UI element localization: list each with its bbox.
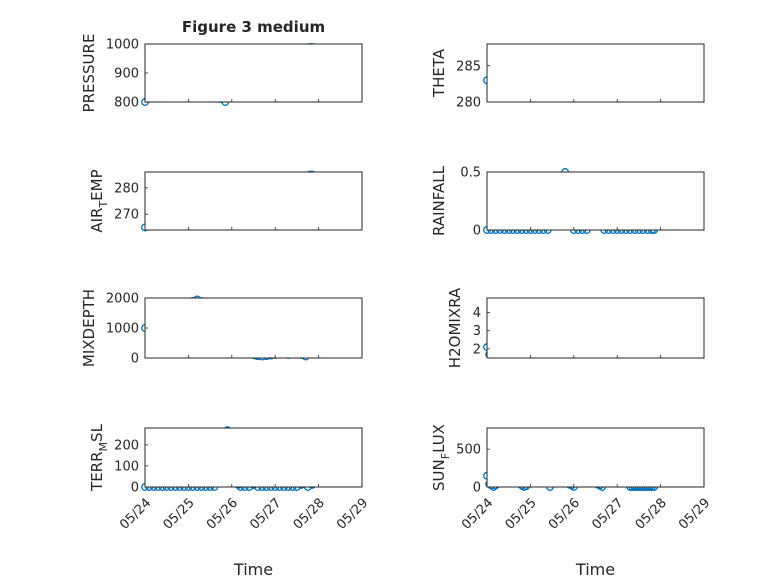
y-tick-label: 0 (131, 352, 139, 367)
y-axis-label-subscript: T (97, 201, 110, 209)
panel-terr_msl: 0 100 200 05/24 05/25 05/26 05/27 05/28 05/29 Tim… (88, 423, 371, 579)
panel-sun_flux: 0 500 05/24 05/25 05/26 05/27 05/28 05/29 Time SU… (430, 424, 713, 579)
x-tick-label: 05/26 (204, 496, 241, 533)
x-tick-label: 05/25 (161, 496, 198, 533)
x-tick-label: 05/27 (589, 496, 626, 533)
panel-air_temp: 270 280 AIRTEMP (88, 169, 363, 233)
axes-box (144, 427, 363, 488)
y-axis-label-main: SUN (430, 459, 448, 491)
y-axis-label-main: H2OMIXRA (446, 287, 464, 368)
panel-rainfall: 0 0.5 RAINFALL (430, 165, 705, 239)
y-axis-label-rest: LUX (430, 424, 448, 453)
y-axis-label-subscript: M (97, 442, 110, 452)
axes-box (144, 43, 363, 103)
panel-theta: 280 285 THETA (430, 43, 705, 111)
x-tick-label: 05/28 (633, 496, 670, 533)
y-axis-label-main: PRESSURE (80, 34, 98, 113)
y-axis-label-rest: SL (88, 423, 106, 442)
axes-box (144, 297, 363, 359)
x-tick-label: 05/24 (459, 496, 496, 533)
y-tick-label: 285 (456, 59, 481, 74)
y-tick-label: 900 (114, 67, 139, 82)
y-axis-label-main: THETA (430, 48, 448, 98)
panel-pressure: 800 900 1000 PRESSURE Figure 3 medium (80, 18, 363, 113)
axes-box (486, 427, 705, 488)
y-tick-label: 100 (114, 459, 139, 474)
y-axis-label-main: TERR (88, 451, 106, 492)
axes-box (144, 171, 363, 231)
y-tick-label: 500 (456, 443, 481, 458)
x-tick-label: 05/26 (546, 496, 583, 533)
x-tick-label: 05/29 (334, 496, 371, 533)
y-axis-label: AIRTEMP (88, 169, 110, 232)
axes-box (486, 43, 705, 103)
y-tick-label: 1000 (106, 322, 139, 337)
x-axis-label: Time (575, 560, 615, 579)
x-tick-label: 05/27 (247, 496, 284, 533)
y-axis-label: SUNFLUX (430, 424, 452, 491)
y-axis-label: PRESSURE (80, 34, 98, 113)
y-axis-label: RAINFALL (430, 165, 448, 236)
x-tick-label: 05/25 (503, 496, 540, 533)
panel-mixdepth: 0 1000 2000 MIXDEPTH (80, 289, 363, 367)
y-tick-label: 0 (473, 224, 481, 239)
figure-title: Figure 3 medium (182, 18, 325, 36)
y-tick-label: 2 (473, 342, 481, 357)
axes-box (486, 297, 705, 359)
y-axis-label-main: RAINFALL (430, 165, 448, 236)
y-axis-label-subscript: F (439, 453, 452, 459)
y-axis-label-main: AIR (88, 208, 106, 233)
y-tick-label: 280 (114, 181, 139, 196)
y-tick-label: 0 (131, 481, 139, 496)
y-tick-label: 0.5 (460, 166, 481, 181)
x-axis-label: Time (233, 560, 273, 579)
x-tick-label: 05/28 (291, 496, 328, 533)
x-tick-label: 05/29 (676, 496, 713, 533)
x-tick-label: 05/24 (117, 496, 154, 533)
axes-box (486, 171, 705, 231)
y-axis-label: TERRMSL (88, 423, 110, 492)
y-tick-label: 270 (114, 208, 139, 223)
y-axis-label: MIXDEPTH (80, 289, 98, 367)
y-axis-label-main: MIXDEPTH (80, 289, 98, 367)
y-axis-label-rest: EMP (88, 169, 106, 200)
y-tick-label: 2000 (106, 292, 139, 307)
y-axis-label: THETA (430, 48, 448, 98)
y-axis-label: H2OMIXRA (446, 287, 464, 368)
y-tick-label: 800 (114, 96, 139, 111)
panel-h2omixra: 2 3 4 H2OMIXRA (446, 287, 705, 368)
y-tick-label: 3 (473, 324, 481, 339)
y-tick-label: 200 (114, 438, 139, 453)
y-tick-label: 0 (473, 481, 481, 496)
y-tick-label: 280 (456, 96, 481, 111)
y-tick-label: 1000 (106, 38, 139, 53)
y-tick-label: 4 (473, 306, 481, 321)
